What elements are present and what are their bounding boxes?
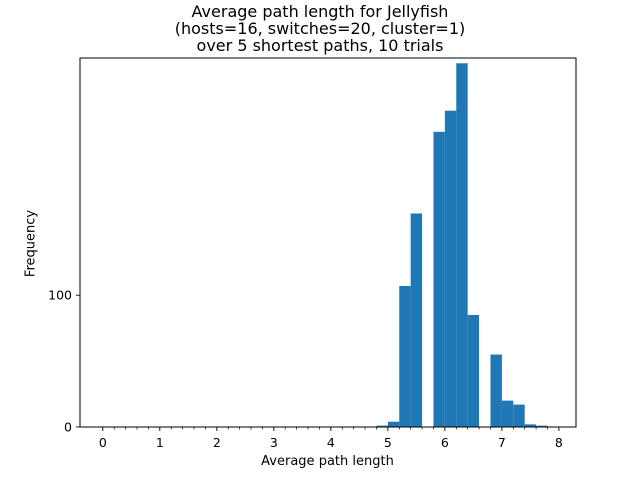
histogram-bar <box>387 421 400 427</box>
x-tick-label: 5 <box>384 435 392 450</box>
histogram-bar <box>467 314 480 427</box>
histogram-bar <box>399 285 411 427</box>
x-tick-label: 2 <box>213 435 221 450</box>
histogram-bar <box>536 425 548 427</box>
y-tick-label: 100 <box>48 288 72 303</box>
histogram-bar <box>456 63 468 428</box>
y-axis-ticks: 0 100 <box>48 288 80 435</box>
histogram-bar <box>490 354 502 427</box>
x-tick-label: 7 <box>498 435 506 450</box>
chart-title-line-1: Average path length for Jellyfish <box>191 2 449 21</box>
histogram-bar <box>376 425 388 427</box>
histogram-bar <box>410 213 423 427</box>
chart-title-line-3: over 5 shortest paths, 10 trials <box>196 36 444 55</box>
x-tick-label: 6 <box>441 435 449 450</box>
x-tick-label: 8 <box>555 435 563 450</box>
histogram-bar <box>444 110 457 427</box>
axes-frame <box>79 57 577 428</box>
x-tick-label: 3 <box>270 435 278 450</box>
chart-title-line-2: (hosts=16, switches=20, cluster=1) <box>174 19 466 38</box>
histogram-bar <box>513 404 525 427</box>
x-tick-label: 1 <box>156 435 164 450</box>
x-axis-label: Average path length <box>261 454 394 469</box>
x-axis-ticks: 0 1 2 3 4 5 6 7 8 <box>99 427 563 450</box>
x-tick-label: 0 <box>99 435 107 450</box>
bar-group <box>376 63 548 428</box>
y-axis-label: Frequency <box>23 209 39 278</box>
x-tick-label: 4 <box>327 435 335 450</box>
histogram-bar <box>501 400 514 427</box>
histogram-bar <box>524 424 537 427</box>
y-tick-label: 0 <box>64 420 72 435</box>
histogram-bar <box>433 131 445 428</box>
